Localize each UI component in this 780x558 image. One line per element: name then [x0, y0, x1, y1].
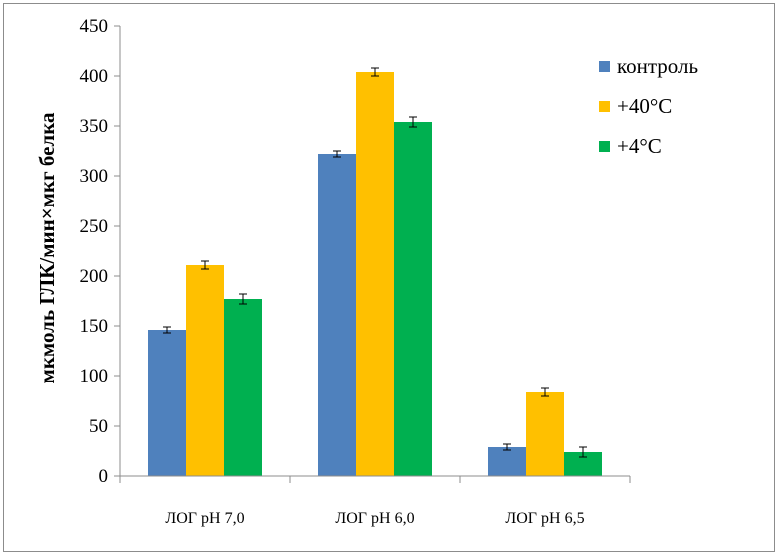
- legend-swatch: [599, 141, 610, 152]
- y-tick-label: 200: [80, 266, 109, 287]
- legend-swatch: [599, 61, 610, 72]
- bar: [488, 447, 526, 476]
- legend: контроль +40°C +4°C: [599, 54, 698, 158]
- y-tick-label: 150: [80, 316, 109, 337]
- legend-label: +4°C: [617, 134, 662, 158]
- legend-label: контроль: [617, 54, 698, 78]
- y-tick-label: 450: [80, 16, 109, 37]
- y-tick-label: 0: [99, 466, 109, 487]
- bars: [148, 72, 602, 476]
- bar: [356, 72, 394, 476]
- bar: [224, 299, 262, 476]
- bar: [148, 330, 186, 476]
- y-tick-label: 400: [80, 66, 109, 87]
- bar: [186, 265, 224, 476]
- y-axis-label: мкмоль ГЛК/мин×мкг белка: [35, 112, 59, 383]
- y-tick-label: 250: [80, 216, 109, 237]
- y-tick-label: 50: [89, 416, 108, 437]
- x-tick-label: ЛОГ pH 6,0: [335, 510, 414, 527]
- y-tick-label: 100: [80, 366, 109, 387]
- legend-label: +40°C: [617, 94, 672, 118]
- y-tick-label: 350: [80, 116, 109, 137]
- x-tick-label: ЛОГ pH 6,5: [505, 510, 584, 527]
- bar: [526, 392, 564, 476]
- y-tick-label: 300: [80, 166, 109, 187]
- bar: [394, 122, 432, 476]
- legend-swatch: [599, 101, 610, 112]
- error-bars: [163, 67, 587, 458]
- bar: [318, 154, 356, 476]
- x-axis-ticks: ЛОГ pH 7,0 ЛОГ pH 6,0 ЛОГ pH 6,5: [119, 476, 631, 527]
- x-tick-label: ЛОГ pH 7,0: [165, 510, 244, 527]
- y-axis-ticks: 0 50 100 150 200 250 300 350 400 450: [80, 16, 120, 487]
